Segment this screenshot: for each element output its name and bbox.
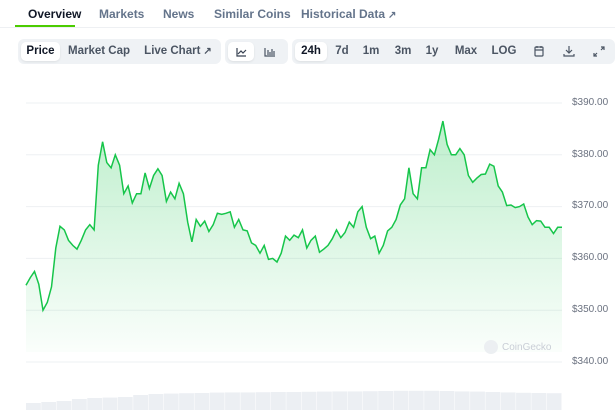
volume-bar (179, 393, 194, 410)
volume-bar (500, 392, 516, 410)
live-chart-label: Live Chart (144, 45, 201, 57)
volume-bar (255, 392, 271, 410)
market-cap-button[interactable]: Market Cap (68, 45, 130, 57)
tab-similar-coins[interactable]: Similar Coins (214, 7, 291, 21)
y-tick-label: $380.00 (572, 149, 609, 160)
range-7d-button[interactable]: 7d (335, 45, 349, 57)
volume-bar (393, 390, 409, 410)
volume-bar (454, 391, 470, 410)
external-link-icon: ↗ (388, 10, 397, 21)
volume-bar (424, 390, 439, 410)
volume-bar (71, 399, 87, 410)
candlestick-chart-icon (264, 48, 275, 57)
line-chart-button[interactable] (228, 42, 254, 61)
volume-bar (133, 395, 149, 410)
volume-bar (286, 392, 302, 410)
volume-bar (362, 391, 378, 410)
y-tick-label: $390.00 (572, 97, 609, 108)
range-24h-button[interactable]: 24h (295, 42, 327, 61)
volume-bar (347, 391, 363, 410)
live-chart-button[interactable]: Live Chart ↗ (140, 42, 216, 61)
volume-bar (485, 392, 501, 410)
volume-bar (41, 402, 57, 410)
range-3m-button[interactable]: 3m (394, 45, 412, 57)
fullscreen-button[interactable] (588, 42, 610, 61)
log-scale-button[interactable]: LOG (491, 45, 517, 57)
download-icon (563, 46, 575, 57)
tab-label: Historical Data (301, 7, 386, 21)
range-1m-button[interactable]: 1m (362, 45, 380, 57)
tab-markets[interactable]: Markets (99, 7, 145, 21)
volume-bar (117, 397, 133, 410)
calendar-button[interactable] (528, 42, 550, 61)
range-1y-button[interactable]: 1y (425, 45, 439, 57)
external-link-icon: ↗ (203, 46, 212, 57)
candlestick-chart-button[interactable] (257, 42, 283, 61)
volume-bar (546, 393, 562, 410)
active-tab-indicator (15, 25, 75, 27)
chart-type-group: Price Market Cap Live Chart ↗ (18, 39, 221, 64)
volume-bar (56, 401, 72, 410)
tab-news[interactable]: News (163, 7, 195, 21)
y-tick-label: $340.00 (572, 356, 609, 367)
tab-overview[interactable]: Overview (28, 7, 82, 21)
price-line (25, 120, 562, 313)
volume-bar (316, 391, 332, 410)
volume-bar (225, 392, 240, 410)
volume-bar (301, 391, 317, 410)
volume-bar (240, 392, 256, 410)
calendar-icon (534, 46, 544, 57)
range-max-button[interactable]: Max (454, 45, 478, 57)
fullscreen-icon (593, 46, 605, 57)
y-tick-label: $370.00 (572, 200, 609, 211)
price-area (26, 121, 562, 352)
coingecko-logo-icon (484, 340, 498, 354)
y-tick-label: $360.00 (572, 252, 609, 263)
volume-bar (408, 390, 424, 410)
volume-bar (439, 391, 455, 410)
volume-bar (148, 394, 164, 410)
coingecko-watermark: CoinGecko (484, 340, 551, 354)
volume-bar (87, 398, 103, 410)
tab-historical-data[interactable]: Historical Data ↗ (301, 7, 396, 21)
tab-bar: Overview Markets News Similar Coins Hist… (0, 0, 615, 28)
volume-bar (209, 392, 225, 410)
volume-bar (194, 393, 210, 410)
y-tick-label: $350.00 (572, 304, 609, 315)
volume-bar (531, 393, 547, 410)
volume-bar (470, 391, 485, 410)
line-chart-icon (236, 48, 247, 57)
view-type-group (225, 39, 288, 64)
volume-bar (26, 403, 41, 410)
volume-bar (163, 393, 179, 410)
volume-bar (102, 397, 118, 410)
watermark-text: CoinGecko (502, 341, 552, 353)
price-button[interactable]: Price (21, 42, 60, 61)
volume-bar (378, 391, 394, 410)
time-range-group: 24h 7d 1m 3m 1y Max LOG (292, 39, 615, 64)
download-button[interactable] (558, 42, 580, 61)
volume-bar (516, 392, 531, 410)
volume-bar (332, 391, 348, 410)
volume-bar (271, 392, 286, 410)
